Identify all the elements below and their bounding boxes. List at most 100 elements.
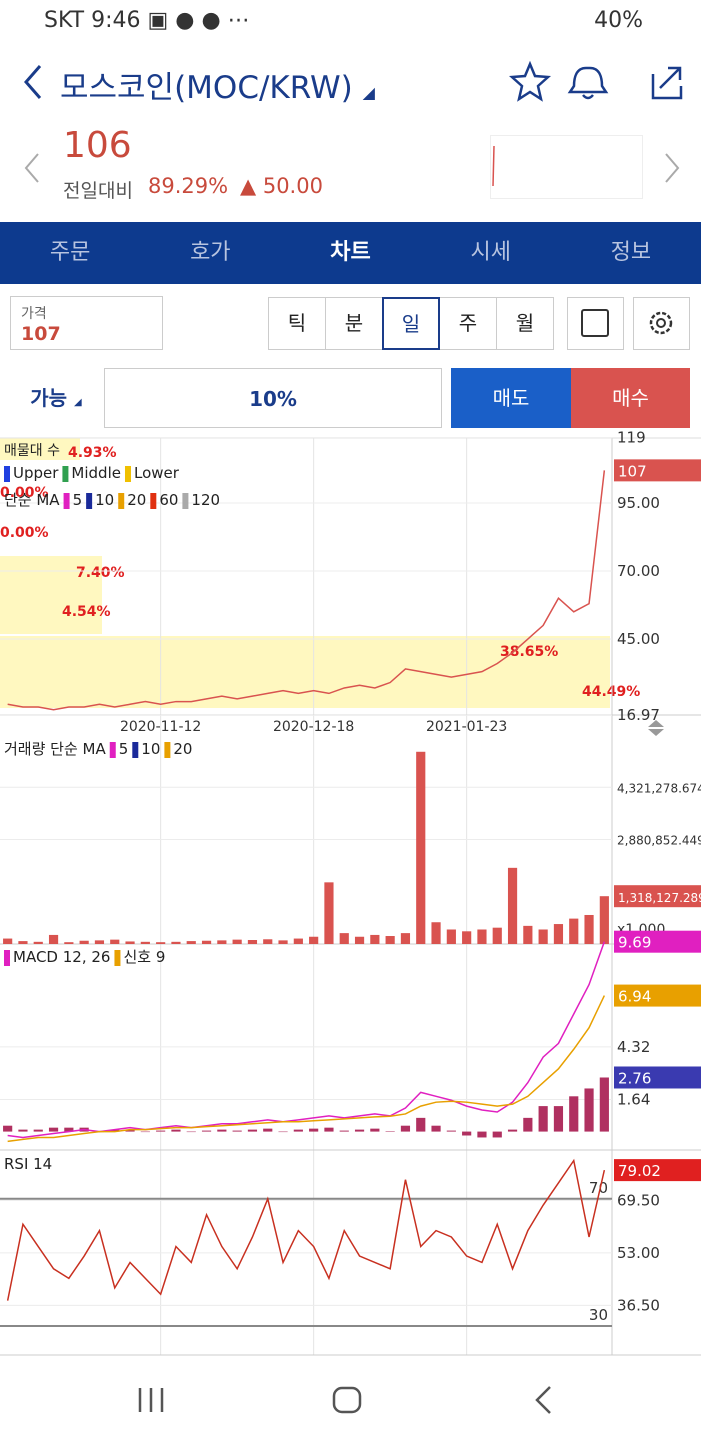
bar xyxy=(64,1127,74,1132)
legend-swatch xyxy=(63,493,70,509)
bar xyxy=(110,1129,120,1132)
price-input-label: 가격 xyxy=(21,306,47,322)
bar xyxy=(263,939,273,944)
x-tick-label: 2020-12-18 xyxy=(273,719,354,735)
profile-pct: 7.40% xyxy=(76,565,125,581)
series-line xyxy=(6,1158,606,1301)
legend-swatch xyxy=(114,950,121,966)
profile-pct: 4.93% xyxy=(68,445,117,461)
value-badge xyxy=(614,1066,701,1089)
bar xyxy=(263,1128,273,1132)
y-tick-label: 16.97 xyxy=(617,706,660,724)
bar xyxy=(462,1131,472,1136)
bar xyxy=(553,1106,564,1132)
bar xyxy=(171,941,181,944)
current-price: 106 xyxy=(63,125,132,166)
change-value: 50.00 xyxy=(262,174,323,198)
bar xyxy=(156,942,166,944)
profile-title: 매물대 수 xyxy=(4,443,60,459)
tab[interactable]: 차트 xyxy=(330,240,371,265)
tab[interactable]: 호가 xyxy=(190,240,231,265)
legend-swatch xyxy=(4,466,10,482)
bar xyxy=(125,941,135,944)
legend-swatch xyxy=(132,742,139,758)
bar xyxy=(232,1130,242,1132)
legend-swatch xyxy=(164,742,171,758)
bar xyxy=(416,1117,426,1132)
legend-swatch xyxy=(62,466,69,482)
legend-swatch xyxy=(109,742,116,758)
legend-label: 신호 9 xyxy=(123,948,165,966)
legend-label: 20 xyxy=(127,491,146,509)
bar xyxy=(553,924,564,944)
next-arrow[interactable] xyxy=(660,150,684,186)
legend-label: 60 xyxy=(159,491,178,509)
tab[interactable]: 주문 xyxy=(49,240,91,265)
profile-pct: 0.00% xyxy=(0,525,49,541)
legend-label: Upper xyxy=(13,464,59,482)
prev-arrow[interactable] xyxy=(20,150,44,186)
fullscreen-button[interactable] xyxy=(567,297,624,350)
period[interactable]: 월 xyxy=(496,297,554,350)
period[interactable]: 일 xyxy=(382,297,440,350)
resize-handle[interactable] xyxy=(648,720,664,736)
bar xyxy=(462,931,472,944)
legend-swatch xyxy=(124,466,131,482)
bar xyxy=(584,914,594,944)
bar xyxy=(400,933,411,944)
badge-label: 107 xyxy=(618,462,647,480)
badge-label: 1,318,127.289 xyxy=(618,891,701,905)
series-line xyxy=(7,470,606,711)
bar xyxy=(18,1129,28,1132)
bar xyxy=(523,1117,533,1132)
bar xyxy=(477,929,487,944)
legend-swatch xyxy=(182,493,189,509)
bar xyxy=(523,925,533,944)
value-badge xyxy=(614,885,701,908)
bar xyxy=(3,1125,13,1132)
volume-profile-block xyxy=(0,636,610,708)
mode-select[interactable]: 가능 ◢ xyxy=(30,386,82,410)
back-button[interactable] xyxy=(18,62,48,102)
bar xyxy=(309,936,319,944)
badge-label: 6.94 xyxy=(618,988,651,1006)
value-badge xyxy=(614,459,701,482)
bar xyxy=(400,1125,411,1132)
tab[interactable]: 정보 xyxy=(610,240,652,265)
y-tick-label: 119 xyxy=(617,429,646,447)
settings-button[interactable] xyxy=(633,297,690,350)
tab[interactable]: 시세 xyxy=(470,240,511,265)
nav-bar xyxy=(138,1386,551,1414)
bar xyxy=(110,939,120,944)
header-icons[interactable] xyxy=(508,60,688,104)
badge-label: 2.76 xyxy=(618,1069,651,1087)
legend-label: RSI 14 xyxy=(4,1155,52,1173)
bar xyxy=(446,929,456,944)
coin-title[interactable]: 모스코인(MOC/KRW) ◢ xyxy=(60,70,375,106)
bar xyxy=(538,929,548,944)
badge-label: 79.02 xyxy=(618,1162,661,1180)
reference-label: 30 xyxy=(589,1306,608,1324)
y-tick-label: 45.00 xyxy=(617,630,660,648)
bar xyxy=(140,941,150,944)
bar xyxy=(339,1130,349,1132)
bar xyxy=(477,1131,487,1138)
bar xyxy=(293,1129,303,1132)
bar xyxy=(569,1096,579,1132)
bar xyxy=(339,933,349,944)
bar xyxy=(278,940,288,944)
sell-button[interactable]: 매도 xyxy=(451,368,571,428)
bar xyxy=(385,1131,395,1132)
bar xyxy=(416,751,426,944)
bar xyxy=(492,927,502,944)
bar xyxy=(217,1129,227,1132)
bar xyxy=(431,1125,441,1132)
legend-label: 20 xyxy=(173,740,192,758)
price-input[interactable]: 가격 107 xyxy=(10,296,163,350)
profile-pct: 4.54% xyxy=(62,604,111,620)
ratio-input[interactable]: 10% xyxy=(104,368,442,428)
bar xyxy=(171,1129,181,1132)
bar xyxy=(201,940,212,944)
bar xyxy=(385,936,395,944)
buy-button[interactable]: 매수 xyxy=(571,368,690,428)
